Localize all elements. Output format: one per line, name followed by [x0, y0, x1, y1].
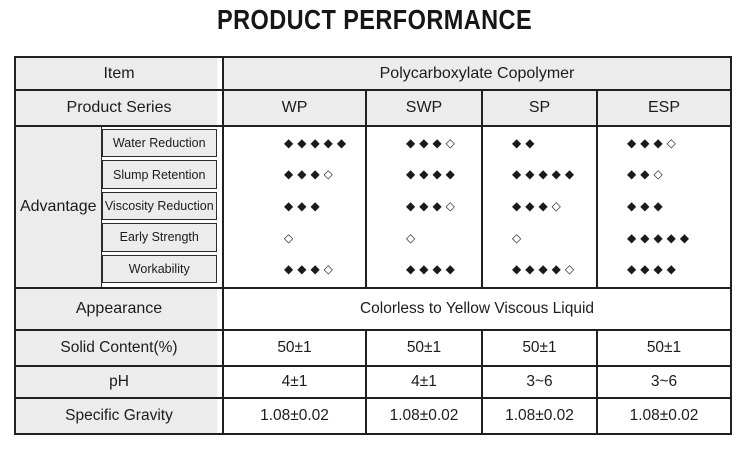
rating-swp-slump-retention: ◆◆◆◆: [406, 167, 459, 182]
specific-gravity-esp-cell: 1.08±0.02: [596, 397, 732, 435]
series-esp-cell: ESP: [596, 89, 732, 127]
rating-wp-slump-retention: ◆◆◆◇: [284, 167, 337, 182]
appearance-row: Appearance Colorless to Yellow Viscous L…: [14, 287, 732, 331]
rating-wp-workability: ◆◆◆◇: [284, 262, 337, 277]
ratings-esp-stack: ◆◆◆◇ ◆◆◇ ◆◆◆ ◆◆◆◆◆ ◆◆◆◆: [598, 127, 730, 285]
rating-esp-water-reduction: ◆◆◆◇: [627, 135, 680, 150]
criterion-early-strength: Early Strength: [101, 223, 217, 252]
solid-content-wp-cell: 50±1: [222, 329, 367, 367]
advantage-criteria-cell: Water Reduction Slump Retention Viscosit…: [100, 125, 224, 289]
solid-content-esp-cell: 50±1: [596, 329, 732, 367]
ratings-sp-cell: ◆◆ ◆◆◆◆◆ ◆◆◆◇ ◇ ◆◆◆◆◇: [481, 125, 598, 289]
rating-swp-early-strength: ◇: [406, 230, 420, 245]
appearance-label-cell: Appearance: [14, 287, 224, 331]
criterion-water-reduction: Water Reduction: [101, 129, 217, 158]
ratings-sp-stack: ◆◆ ◆◆◆◆◆ ◆◆◆◇ ◇ ◆◆◆◆◇: [483, 127, 596, 285]
solid-content-sp-cell: 50±1: [481, 329, 598, 367]
ratings-esp-cell: ◆◆◆◇ ◆◆◇ ◆◆◆ ◆◆◆◆◆ ◆◆◆◆: [596, 125, 732, 289]
rating-swp-viscosity-reduction: ◆◆◆◇: [406, 198, 459, 213]
ph-row: pH 4±1 4±1 3~6 3~6: [14, 365, 732, 399]
rating-wp-early-strength: ◇: [284, 230, 298, 245]
item-header-row: Item Polycarboxylate Copolymer: [14, 56, 732, 91]
rating-swp-workability: ◆◆◆◆: [406, 262, 459, 277]
advantage-block-row: Advantage Water Reduction Slump Retentio…: [14, 125, 732, 289]
rating-sp-viscosity-reduction: ◆◆◆◇: [512, 198, 565, 213]
rating-sp-early-strength: ◇: [512, 230, 526, 245]
criterion-viscosity-reduction: Viscosity Reduction: [101, 191, 217, 221]
ratings-swp-stack: ◆◆◆◇ ◆◆◆◆ ◆◆◆◇ ◇ ◆◆◆◆: [367, 127, 481, 285]
ratings-swp-cell: ◆◆◆◇ ◆◆◆◆ ◆◆◆◇ ◇ ◆◆◆◆: [365, 125, 483, 289]
rating-esp-early-strength: ◆◆◆◆◆: [627, 230, 694, 245]
criterion-workability: Workability: [101, 254, 217, 284]
rating-esp-slump-retention: ◆◆◇: [627, 167, 667, 182]
advantage-label-cell: Advantage: [14, 125, 102, 289]
product-series-row: Product Series WP SWP SP ESP: [14, 89, 732, 127]
ph-label-cell: pH: [14, 365, 224, 399]
product-series-label-cell: Product Series: [14, 89, 224, 127]
title-bar: PRODUCT PERFORMANCE: [0, 4, 750, 36]
solid-content-swp-cell: 50±1: [365, 329, 483, 367]
specific-gravity-swp-cell: 1.08±0.02: [365, 397, 483, 435]
ph-sp-cell: 3~6: [481, 365, 598, 399]
rating-swp-water-reduction: ◆◆◆◇: [406, 135, 459, 150]
rating-esp-viscosity-reduction: ◆◆◆: [627, 198, 667, 213]
specific-gravity-row: Specific Gravity 1.08±0.02 1.08±0.02 1.0…: [14, 397, 732, 435]
criterion-slump-retention: Slump Retention: [101, 160, 217, 189]
rating-wp-water-reduction: ◆◆◆◆◆: [284, 135, 351, 150]
rating-sp-slump-retention: ◆◆◆◆◆: [512, 167, 579, 182]
ph-swp-cell: 4±1: [365, 365, 483, 399]
ratings-wp-stack: ◆◆◆◆◆ ◆◆◆◇ ◆◆◆ ◇ ◆◆◆◇: [224, 127, 365, 285]
series-swp-cell: SWP: [365, 89, 483, 127]
rating-esp-workability: ◆◆◆◆: [627, 262, 680, 277]
rating-wp-viscosity-reduction: ◆◆◆: [284, 198, 324, 213]
series-sp-cell: SP: [481, 89, 598, 127]
rating-sp-workability: ◆◆◆◆◇: [512, 262, 579, 277]
specific-gravity-wp-cell: 1.08±0.02: [222, 397, 367, 435]
ph-wp-cell: 4±1: [222, 365, 367, 399]
solid-content-label-cell: Solid Content(%): [14, 329, 224, 367]
solid-content-row: Solid Content(%) 50±1 50±1 50±1 50±1: [14, 329, 732, 367]
criteria-stack: Water Reduction Slump Retention Viscosit…: [101, 127, 223, 285]
appearance-value-cell: Colorless to Yellow Viscous Liquid: [222, 287, 732, 331]
rating-sp-water-reduction: ◆◆: [512, 135, 539, 150]
series-wp-cell: WP: [222, 89, 367, 127]
page-title: PRODUCT PERFORMANCE: [217, 4, 533, 35]
item-label-cell: Item: [14, 56, 224, 91]
specific-gravity-sp-cell: 1.08±0.02: [481, 397, 598, 435]
specific-gravity-label-cell: Specific Gravity: [14, 397, 224, 435]
ratings-wp-cell: ◆◆◆◆◆ ◆◆◆◇ ◆◆◆ ◇ ◆◆◆◇: [222, 125, 367, 289]
product-performance-table: Item Polycarboxylate Copolymer Product S…: [14, 56, 732, 435]
ph-esp-cell: 3~6: [596, 365, 732, 399]
item-value-cell: Polycarboxylate Copolymer: [222, 56, 732, 91]
